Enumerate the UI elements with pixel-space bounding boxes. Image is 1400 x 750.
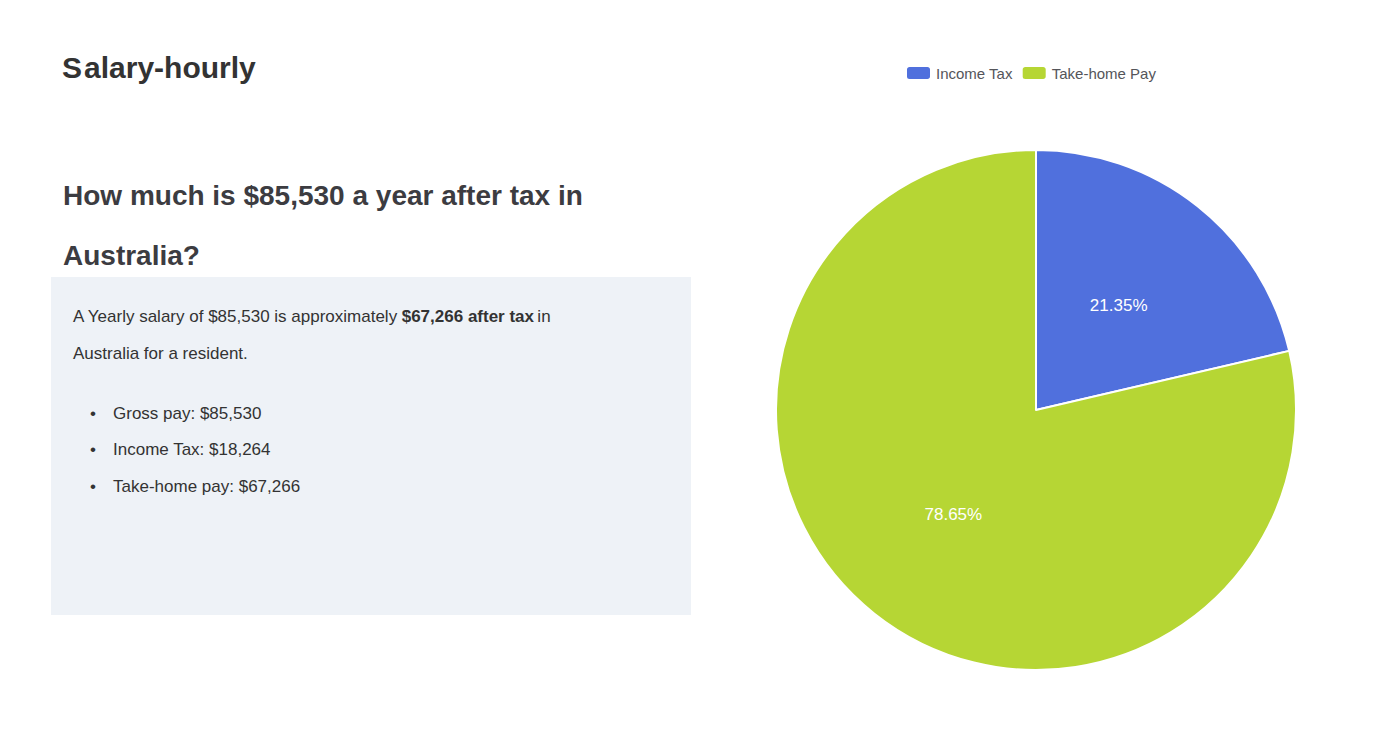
- svg-text:in: in: [537, 307, 550, 326]
- svg-text:21.35%: 21.35%: [1090, 296, 1148, 315]
- svg-text:$67,266 after tax: $67,266 after tax: [402, 307, 535, 326]
- svg-text:A Yearly salary of $85,530 is: A Yearly salary of $85,530 is approximat…: [73, 307, 398, 326]
- svg-text:Take-home pay: $67,266: Take-home pay: $67,266: [113, 477, 300, 496]
- svg-text:S: S: [62, 51, 82, 84]
- svg-text:Income Tax: Income Tax: [936, 65, 1013, 82]
- svg-text:alary-hourly: alary-hourly: [84, 51, 256, 84]
- svg-text:Take-home Pay: Take-home Pay: [1052, 65, 1157, 82]
- svg-text:Income Tax: $18,264: Income Tax: $18,264: [113, 440, 271, 459]
- svg-text:Gross pay: $85,530: Gross pay: $85,530: [113, 404, 261, 423]
- svg-text:•: •: [90, 477, 96, 496]
- svg-text:78.65%: 78.65%: [924, 505, 982, 524]
- svg-text:•: •: [90, 404, 96, 423]
- svg-text:Australia?: Australia?: [63, 240, 200, 271]
- svg-text:How much is $85,530 a year aft: How much is $85,530 a year after tax in: [63, 180, 583, 211]
- svg-text:Australia for a resident.: Australia for a resident.: [73, 344, 248, 363]
- svg-text:•: •: [90, 440, 96, 459]
